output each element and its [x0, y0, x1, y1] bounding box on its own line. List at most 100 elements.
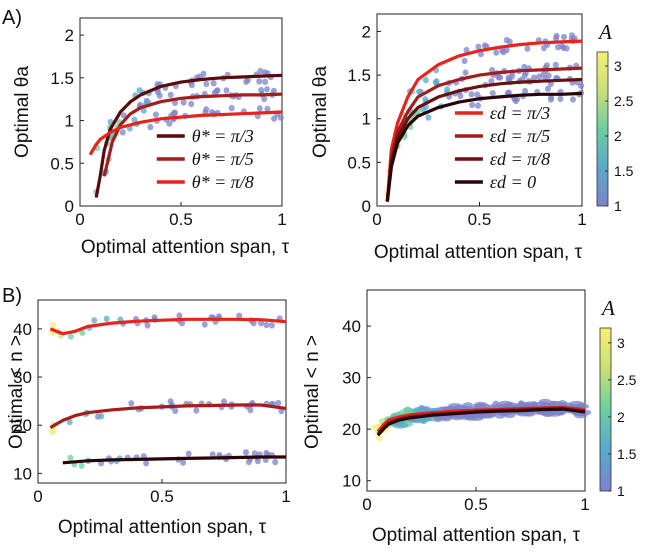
scatter-point [50, 427, 57, 434]
scatter-point [552, 61, 559, 69]
scatter-point [223, 87, 230, 94]
scatter-point [262, 78, 269, 86]
scatter-point [247, 406, 254, 414]
x-tick-label: 1 [577, 210, 586, 229]
colorbar [599, 327, 612, 492]
series-line [385, 39, 583, 202]
y-axis-label: Optimal θa [310, 66, 331, 158]
scatter-point [536, 73, 543, 80]
legend-label: θ* = π/3 [192, 126, 254, 146]
scatter-point [541, 44, 547, 52]
y-tick-label: 10 [13, 464, 32, 483]
scatter-point [264, 86, 270, 93]
scatter-point [254, 457, 261, 465]
scatter-point [67, 454, 74, 462]
x-tick-label: 0 [372, 210, 381, 229]
scatter-point [488, 78, 495, 85]
scatter-point [461, 57, 468, 65]
x-tick-label: 0.5 [468, 210, 492, 229]
scatter-point [524, 45, 531, 52]
scatter-point [213, 87, 220, 95]
series-line [385, 91, 583, 202]
y-tick-label: 20 [13, 416, 32, 435]
scatter-point [553, 32, 560, 40]
y-axis-label: Optimal < n > [6, 335, 27, 449]
x-tick-label: 1 [277, 210, 286, 229]
series-line [49, 403, 287, 429]
panel-label-a: A) [2, 7, 22, 29]
scatter-point [166, 120, 173, 127]
y-tick-label: 20 [342, 420, 361, 439]
scatter-point [375, 434, 383, 442]
scatter-point [203, 106, 210, 113]
scatter-point [521, 63, 528, 71]
y-tick-label: 30 [13, 368, 32, 387]
scatter-point [143, 460, 150, 467]
y-tick-label: 1.5 [50, 69, 74, 88]
scatter-point [50, 321, 57, 329]
legend-label: εd = 0 [490, 172, 536, 192]
scatter-point [256, 78, 263, 85]
x-axis-label: Optimal attention span, τ [374, 242, 583, 263]
scatter-point [561, 33, 567, 41]
scatter-point [180, 99, 187, 106]
scatter-point [236, 312, 243, 319]
chart-a-right: 0 0.5 1 0 0.5 1 1.5 2 Optimal attention span, τ… [310, 13, 634, 263]
y-tick-label: 0.5 [50, 154, 74, 173]
y-tick-label: 1.5 [347, 66, 371, 85]
x-axis-label: Optimal attention span, τ [58, 517, 267, 538]
colorbar-tick-label: 2.5 [617, 372, 637, 388]
colorbar-tick-label: 1 [614, 198, 622, 214]
x-axis-label: Optimal attention span, τ [81, 237, 290, 258]
series-line [62, 455, 286, 465]
scatter-point [203, 80, 210, 88]
scatter-point [463, 46, 470, 54]
series-line [94, 73, 283, 198]
scatter-point [263, 321, 270, 329]
scatter-point [144, 322, 151, 329]
scatter-point [475, 102, 481, 109]
scatter-point [420, 106, 427, 113]
colorbar-tick-label: 2.5 [614, 93, 634, 109]
scatter-point [91, 317, 98, 324]
x-tick-label: 0.5 [150, 487, 174, 506]
scatter-point [479, 412, 496, 419]
legend-label: εd = π/3 [490, 103, 550, 123]
series-line [49, 317, 287, 336]
scatter-point [468, 91, 475, 98]
y-tick-label: 1 [362, 110, 371, 129]
scatter-point [185, 450, 192, 457]
scatter-point [209, 451, 216, 458]
legend-label: εd = π/5 [490, 126, 550, 146]
scatter-point [392, 422, 409, 429]
scatter-point [477, 50, 484, 58]
scatter-point [261, 69, 268, 76]
series-line [88, 110, 283, 156]
scatter-point [67, 333, 74, 340]
colorbar-tick-label: 1.5 [617, 446, 637, 462]
legend-label: εd = π/8 [490, 149, 550, 169]
scatter-point [570, 96, 576, 103]
scatter-point [522, 87, 529, 95]
scatter-point [268, 322, 275, 329]
y-axis-label: Optimal < n > [302, 335, 323, 449]
y-tick-label: 0 [65, 197, 74, 216]
plot-frame [37, 299, 287, 484]
scatter-point [180, 459, 187, 466]
scatter-point [193, 407, 200, 414]
scatter-point [243, 78, 250, 85]
scatter-point [103, 315, 110, 322]
y-tick-label: 30 [342, 369, 361, 388]
y-tick-label: 0 [362, 197, 371, 216]
scatter-point [264, 105, 271, 113]
scatter-point [531, 74, 538, 81]
colorbar-label: A [600, 296, 615, 320]
y-axis-label: Optimal θa [12, 66, 33, 158]
scatter-point [469, 101, 476, 109]
scatter-point [251, 450, 258, 457]
scatter-point [201, 321, 208, 328]
scatter-point [66, 418, 73, 426]
x-tick-label: 1 [580, 495, 589, 514]
